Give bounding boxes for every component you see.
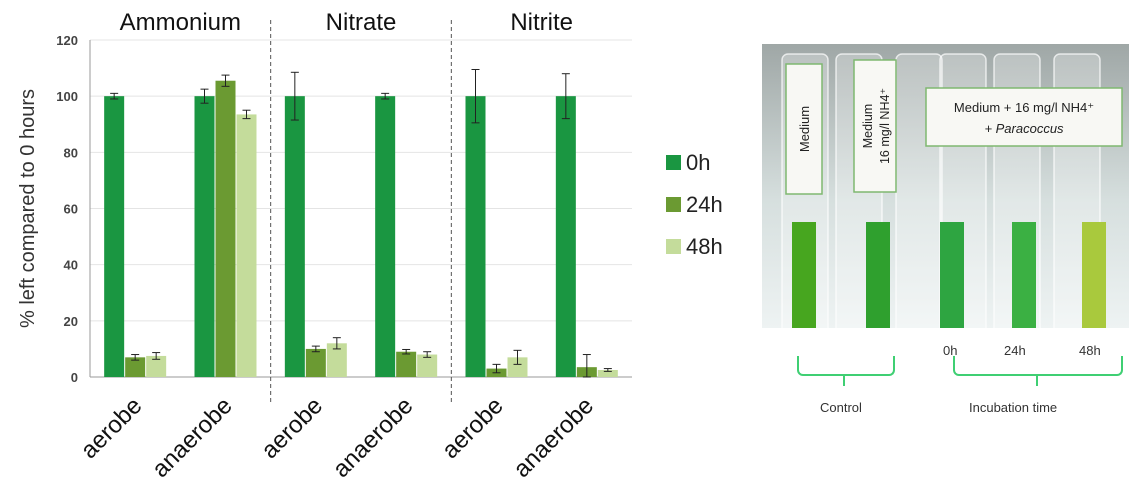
bar-48h-aerobe [507,357,528,377]
category-labels: aerobe anaerobe aerobe anaerobe aerobe anaero… [75,9,599,483]
legend-label-48h: 48h [686,234,723,259]
category-label: aerobe [437,392,509,464]
y-tick-label: 0 [71,370,78,385]
y-axis-label: % left compared to 0 hours [17,89,39,328]
y-tick-label: 100 [56,89,78,104]
y-tick-label: 80 [64,145,78,160]
legend-swatch-24h [666,197,681,212]
category-label: anaerobe [508,392,599,483]
bar-48h-aerobe [326,343,347,377]
bars [104,68,618,378]
gridlines [90,39,632,322]
bar-48h-aerobe [146,355,167,377]
y-tick-label: 120 [56,33,78,48]
group-title-ammonium: Ammonium [120,9,241,36]
caption-control: Control [820,400,862,415]
y-tick-label: 40 [64,258,78,273]
caption-0h: 0h [943,343,958,358]
label-card-medium [785,63,823,195]
cuvette-liquid [792,222,816,328]
label-medium: Medium [797,106,812,152]
bar-0h-aerobe [284,96,305,378]
legend-swatch-0h [666,155,681,170]
caption-24h: 24h [1004,343,1026,358]
bar-48h-anaerobe [417,354,438,377]
cuvette-photo-drawing: Medium Medium 16 mg/l NH4⁺ Medium + 16 m… [762,44,1129,328]
cuvette-liquid [1082,222,1106,328]
category-label: aerobe [256,392,328,464]
legend-label-24h: 24h [686,192,723,217]
label-medium-nh4-line2: 16 mg/l NH4⁺ [878,88,892,164]
bar-chart: 0 20 40 60 80 100 120 % left compared to 0 hour… [17,9,723,483]
y-tick-label: 20 [64,314,78,329]
label-paracoccus-line1: Medium + 16 mg/l NH4⁺ [954,100,1094,115]
group-title-nitrate: Nitrate [326,9,397,36]
category-label: aerobe [75,392,147,464]
label-medium-nh4-line1: Medium [861,104,875,148]
bar-48h-anaerobe [597,369,618,377]
legend: 0h 24h 48h [666,150,723,259]
category-label: anaerobe [328,392,419,483]
control-brace [797,356,895,376]
y-tick-label: 60 [64,202,78,217]
legend-swatch-48h [666,239,681,254]
incubation-brace-tick [1036,374,1038,386]
bar-0h-anaerobe [555,96,576,378]
label-paracoccus-line2: + Paracoccus [984,121,1064,136]
bar-0h-aerobe [465,96,486,378]
y-axis: 0 20 40 60 80 100 120 % left compared to 0 hour… [17,33,632,385]
bar-24h-anaerobe [396,351,417,377]
bar-24h-anaerobe [215,80,236,378]
control-brace-tick [843,374,845,386]
incubation-brace [953,356,1123,376]
label-card-medium-nh4 [853,59,897,193]
cuvette-photo: Medium Medium 16 mg/l NH4⁺ Medium + 16 m… [762,44,1129,328]
bar-24h-aerobe [305,348,326,377]
cuvette-liquid [1012,222,1036,328]
bar-0h-aerobe [104,96,125,378]
label-card-paracoccus [925,87,1123,147]
bar-0h-anaerobe [194,96,215,378]
bar-48h-anaerobe [236,114,257,377]
legend-label-0h: 0h [686,150,710,175]
category-label: anaerobe [147,392,238,483]
caption-incubation-time: Incubation time [969,400,1058,415]
bar-24h-aerobe [125,357,146,377]
bar-0h-anaerobe [375,96,396,378]
group-title-nitrite: Nitrite [510,9,573,36]
cuvette-liquid [940,222,964,328]
cuvette-liquid [866,222,890,328]
caption-48h: 48h [1079,343,1101,358]
